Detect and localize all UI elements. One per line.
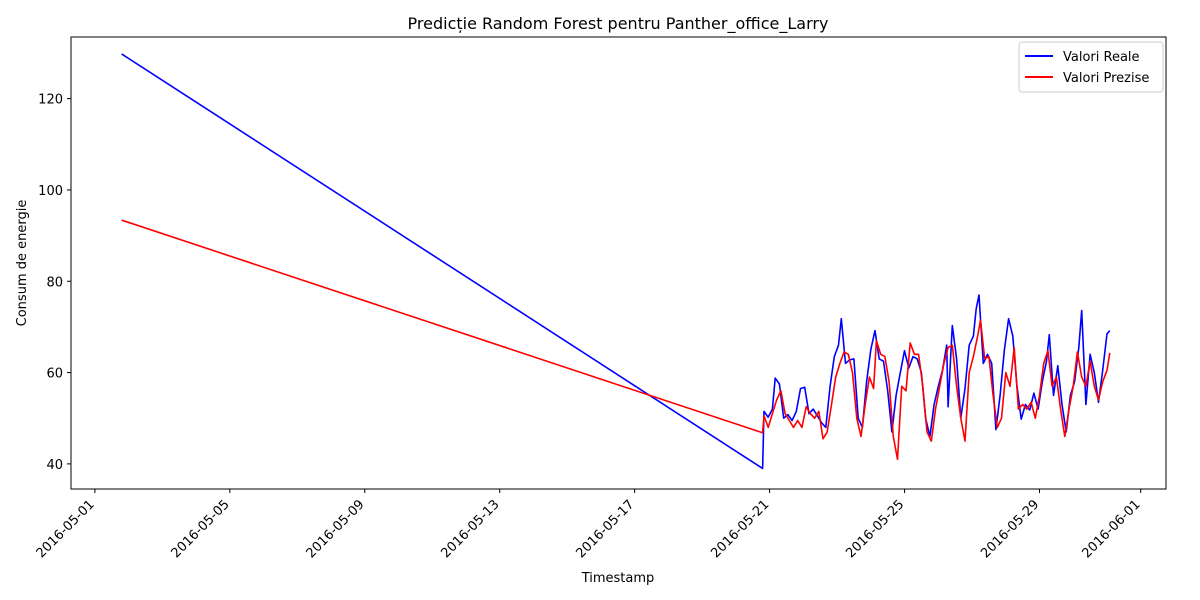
series-line-valori-prezise — [121, 219, 1111, 461]
series-line-valori-reale — [121, 53, 1111, 470]
y-tick-label-80: 80 — [46, 275, 63, 290]
legend: Valori Reale Valori Prezise — [1018, 41, 1164, 93]
y-tick-label-40: 40 — [46, 458, 63, 473]
axes-frame — [70, 36, 1167, 490]
y-tick-label-120: 120 — [38, 93, 63, 108]
chart-title: Predicție Random Forest pentru Panther_o… — [408, 14, 829, 34]
legend-box — [1018, 41, 1164, 93]
y-axis-label: Consum de energie — [15, 200, 30, 327]
y-tick-label-60: 60 — [46, 367, 63, 382]
x-axis-label: Timestamp — [581, 571, 655, 586]
legend-label-valori-prezise: Valori Prezise — [1063, 71, 1149, 86]
plot-area — [121, 53, 1111, 470]
y-tick-label-100: 100 — [38, 184, 63, 199]
legend-label-valori-reale: Valori Reale — [1063, 50, 1140, 65]
